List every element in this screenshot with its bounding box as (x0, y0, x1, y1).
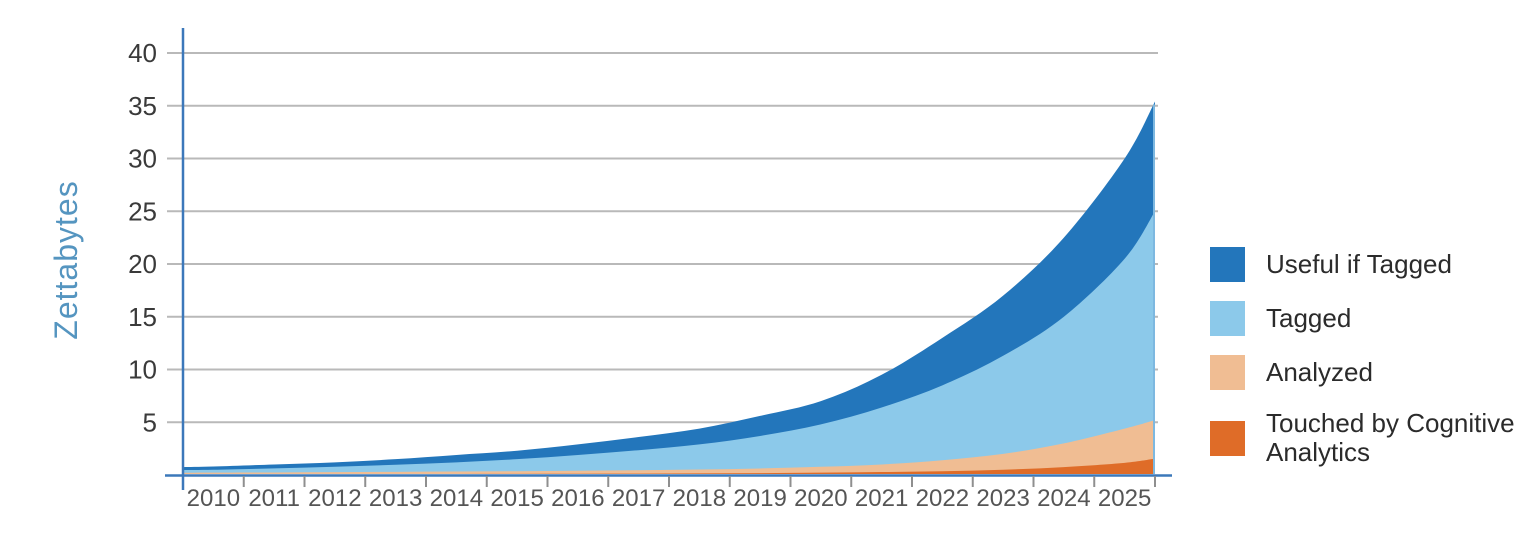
x-tick-label-2014: 2014 (430, 485, 483, 512)
legend-label: Useful if Tagged (1266, 248, 1452, 279)
x-tick-label-2020: 2020 (794, 485, 847, 512)
x-tick-label-2015: 2015 (490, 485, 543, 512)
x-tick-label-2013: 2013 (369, 485, 422, 512)
x-tick-label-2024: 2024 (1037, 485, 1090, 512)
x-tick-label-2019: 2019 (733, 485, 786, 512)
y-tick-label-10: 10 (128, 355, 157, 385)
x-tick-label-2010: 2010 (187, 485, 240, 512)
legend-label: Analyzed (1266, 356, 1373, 387)
legend-swatch-analyzed (1210, 355, 1245, 390)
y-tick-label-5: 5 (143, 407, 157, 437)
legend-item-useful-if-tagged: Useful if Tagged (1210, 247, 1521, 282)
y-tick-label-35: 35 (128, 91, 157, 121)
x-tick-label-2022: 2022 (916, 485, 969, 512)
legend-swatch-useful-if-tagged (1210, 247, 1245, 282)
x-tick-label-2023: 2023 (976, 485, 1029, 512)
x-tick-label-2021: 2021 (855, 485, 908, 512)
area-touched-by-cognitive-analytics (183, 458, 1155, 474)
y-tick-label-15: 15 (128, 302, 157, 332)
area-tagged (183, 211, 1155, 474)
x-tick-label-2012: 2012 (308, 485, 361, 512)
legend: Useful if Tagged Tagged Analyzed Touched by… (1210, 247, 1521, 468)
y-tick-label-20: 20 (128, 249, 157, 279)
legend-swatch-touched-by-cognitive-analytics (1210, 420, 1245, 456)
x-tick-label-2025: 2025 (1098, 485, 1151, 512)
y-tick-label-40: 40 (128, 38, 157, 68)
y-axis-title: Zettabytes (48, 180, 84, 339)
x-tick-label-2016: 2016 (551, 485, 604, 512)
y-tick-label-25: 25 (128, 196, 157, 226)
area-useful-if-tagged (183, 101, 1155, 474)
legend-label: Tagged (1266, 302, 1352, 333)
legend-item-tagged: Tagged (1210, 301, 1521, 336)
x-tick-label-2018: 2018 (673, 485, 726, 512)
legend-label: Touched by Cognitive Analytics (1266, 408, 1515, 468)
legend-swatch-tagged (1210, 301, 1245, 336)
legend-item-analyzed: Analyzed (1210, 355, 1521, 390)
y-tick-label-30: 30 (128, 144, 157, 174)
x-tick-label-2011: 2011 (248, 485, 300, 512)
legend-item-touched-by-cognitive-analytics: Touched by Cognitive Analytics (1210, 408, 1521, 468)
x-tick-label-2017: 2017 (612, 485, 665, 512)
